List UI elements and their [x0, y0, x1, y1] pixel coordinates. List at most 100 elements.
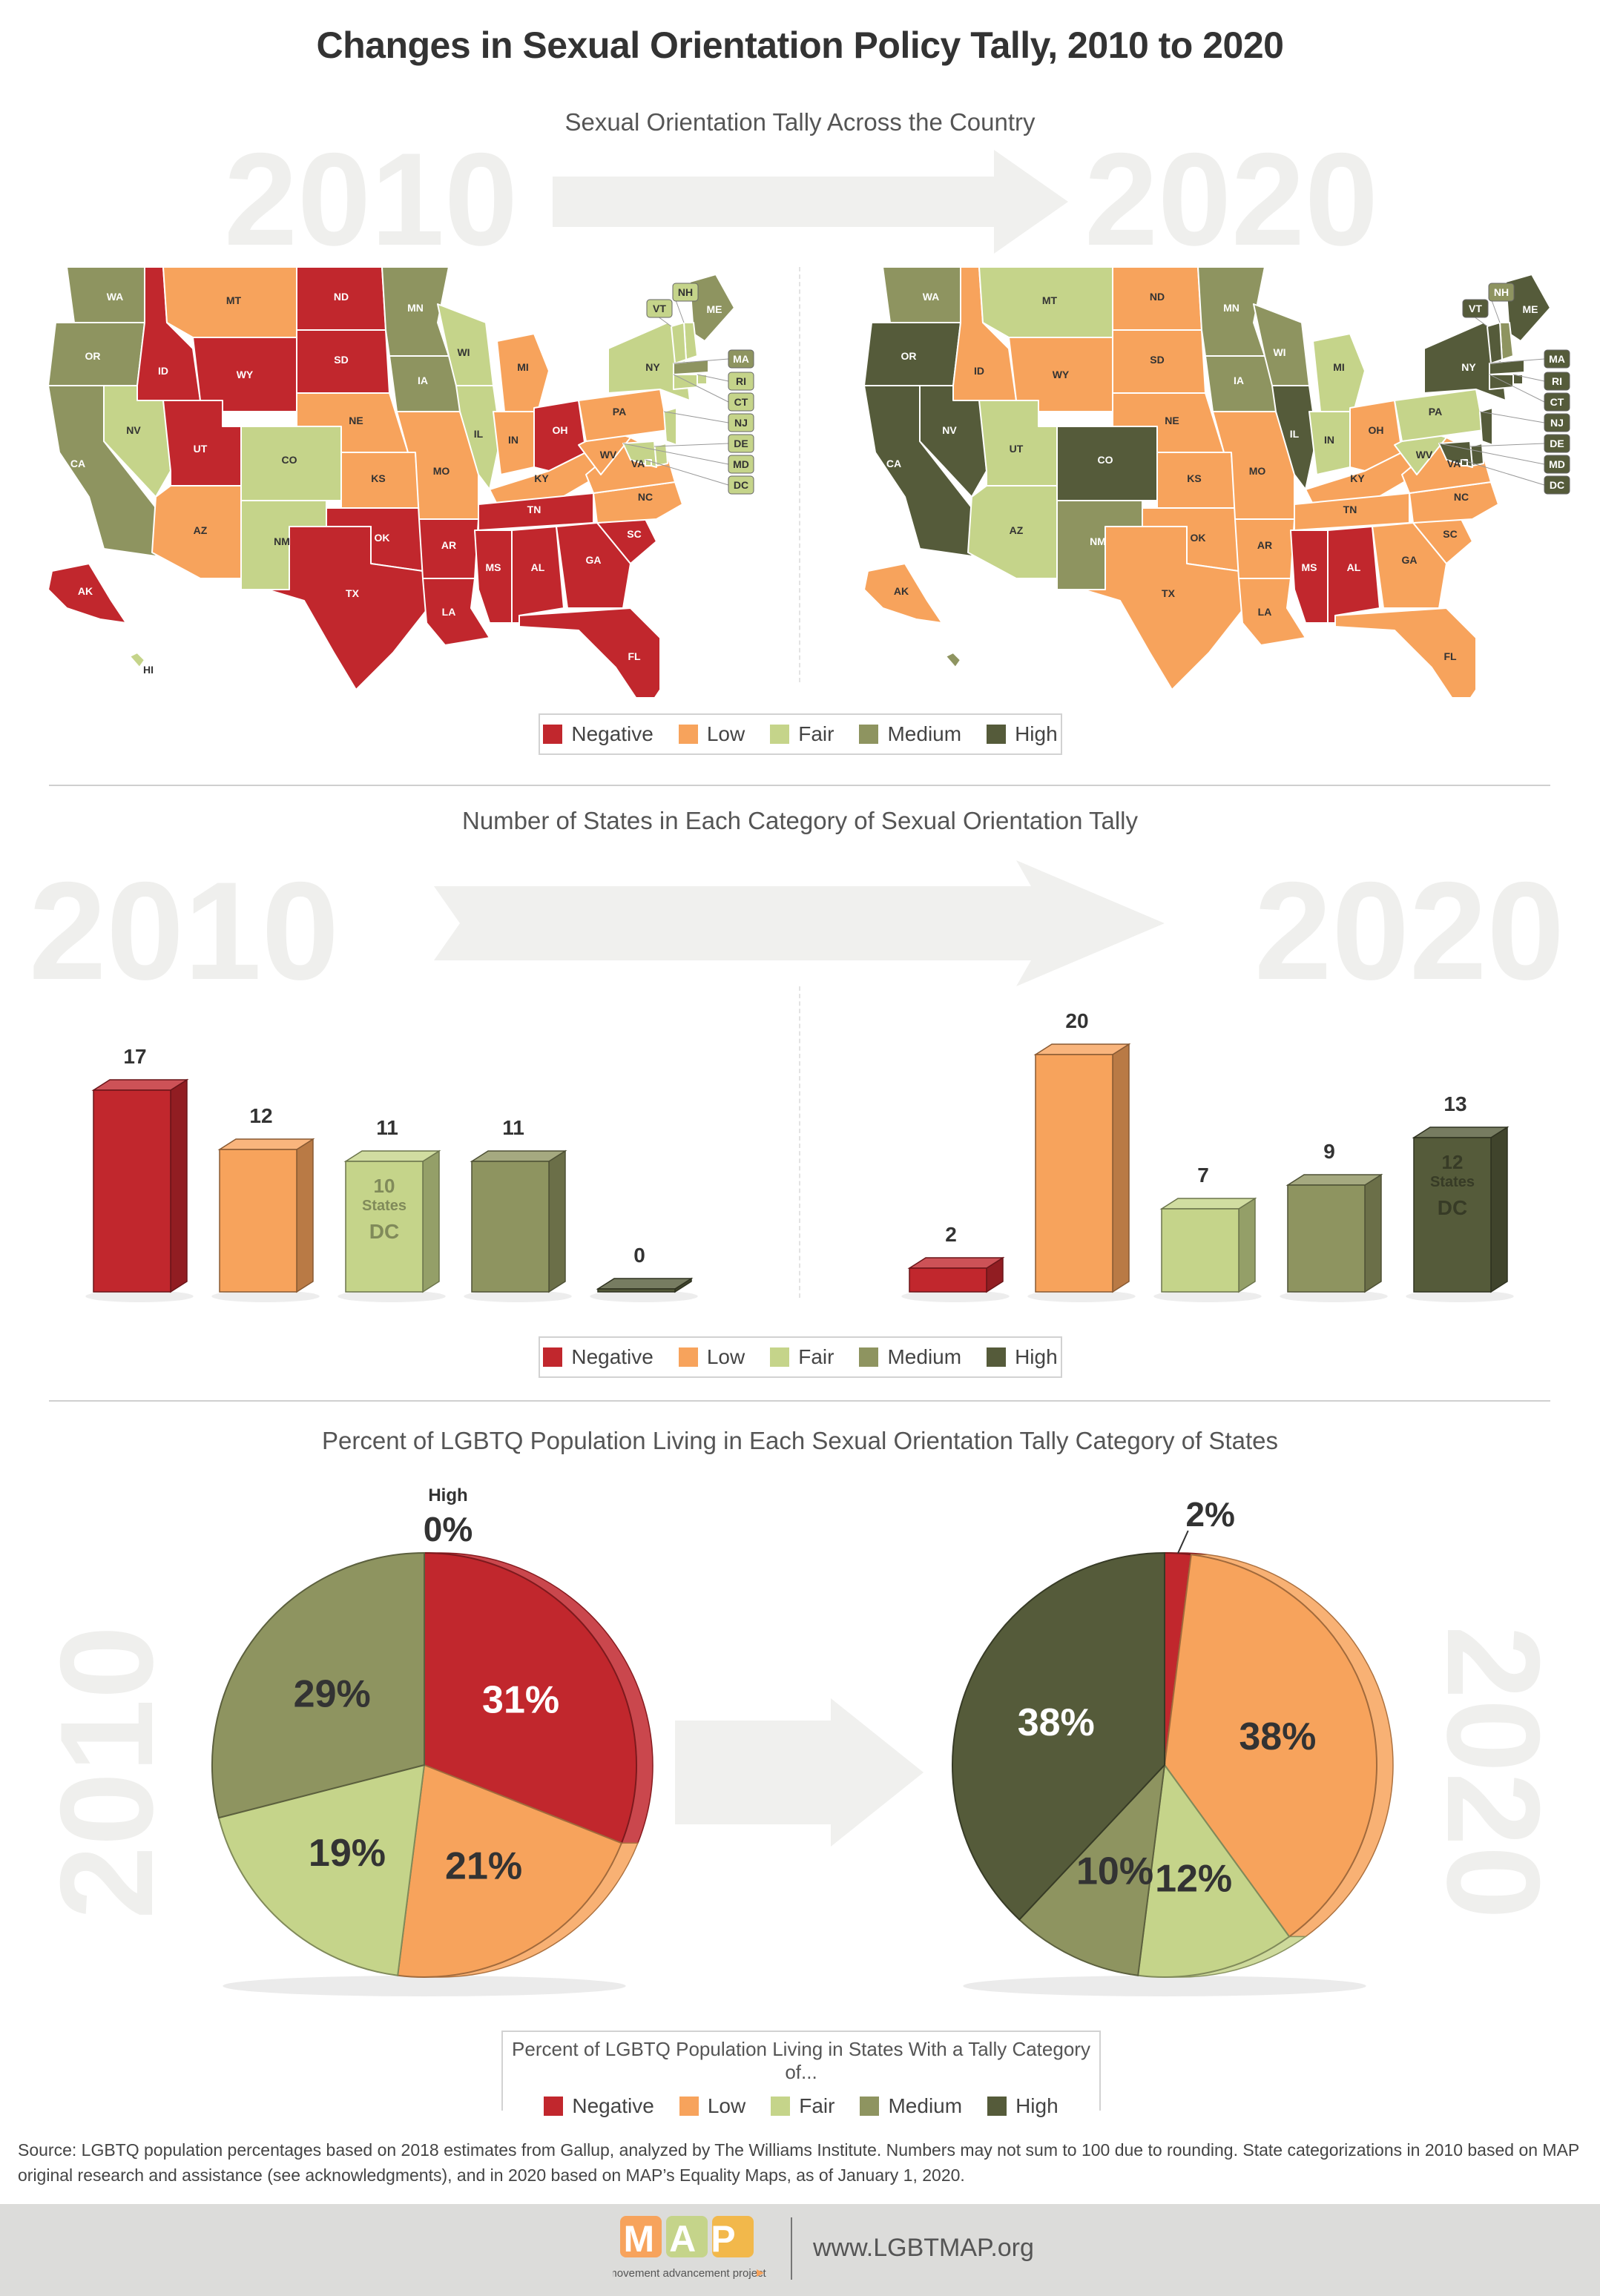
bar-value-label: 11 — [376, 1116, 398, 1139]
legend-item-high: High — [987, 722, 1058, 746]
bar-shadow — [85, 1290, 194, 1302]
pie-label-low: 21% — [445, 1844, 522, 1887]
state-label-mi: MI — [517, 361, 529, 373]
state-label-la: LA — [442, 606, 456, 618]
callout-line-ri — [697, 374, 729, 382]
maps-legend: Negative Low Fair Medium High — [539, 713, 1062, 755]
state-box-label-md: MD — [733, 458, 749, 470]
state-box-ct — [1544, 392, 1570, 412]
bar-value-label: 13 — [1443, 1092, 1466, 1115]
state-box-vt — [646, 299, 673, 318]
state-label-al: AL — [1347, 561, 1361, 573]
state-box-ma — [728, 349, 754, 369]
bar-shadow — [338, 1290, 446, 1302]
state-box-label-nj: NJ — [734, 417, 748, 429]
legend-item-medium: Medium — [859, 722, 961, 746]
state-box-label-vt: VT — [653, 303, 666, 314]
bar-value-label: 11 — [502, 1116, 524, 1139]
pie-slice-fair — [217, 1764, 426, 1976]
state-label-ny: NY — [645, 361, 660, 373]
state-label-nv: NV — [942, 424, 957, 436]
callout-line-dc — [645, 459, 729, 486]
state-al — [511, 526, 564, 624]
pies-legend-title: Percent of LGBTQ Population Living in St… — [512, 2038, 1090, 2083]
state-box-label-nh: NH — [1494, 286, 1509, 298]
legend-swatch — [987, 2097, 1007, 2116]
state-box-de — [728, 434, 754, 453]
state-label-ut: UT — [194, 443, 208, 455]
bar-top-low — [1033, 1043, 1131, 1055]
state-wy — [192, 337, 297, 412]
state-ny — [1423, 322, 1507, 401]
state-label-az: AZ — [1010, 524, 1024, 536]
pie-callout-line — [1177, 1530, 1189, 1554]
page-title: Changes in Sexual Orientation Policy Tal… — [316, 24, 1284, 66]
maps-year-banner: 2010 2020 — [224, 133, 1378, 267]
pies-background: 2010 2020 — [33, 1626, 1567, 1919]
pies-legend: Negative Low Fair Medium High — [503, 2090, 1099, 2122]
callout-line-nj — [663, 411, 729, 423]
pie-shadow — [223, 1976, 626, 1996]
state-label-wy: WY — [237, 369, 254, 380]
state-hi — [129, 652, 145, 668]
bar-shadow — [1406, 1290, 1514, 1302]
state-ms — [1290, 530, 1329, 624]
state-label-nd: ND — [334, 291, 349, 303]
state-fl — [1334, 607, 1477, 697]
state-label-nm: NM — [274, 535, 290, 547]
state-label-ny: NY — [1461, 361, 1476, 373]
callout-line-md — [622, 443, 729, 465]
legend-item-low: Low — [678, 1345, 745, 1369]
state-box-label-de: DE — [1550, 438, 1564, 449]
bar-value-label: 9 — [1323, 1140, 1335, 1163]
legend-item-high: High — [987, 2094, 1059, 2118]
state-label-tn: TN — [1343, 504, 1357, 515]
state-box-nj — [1544, 413, 1570, 432]
pie-slice-low — [397, 1764, 623, 1978]
state-label-oh: OH — [553, 424, 568, 436]
state-label-sd: SD — [334, 354, 348, 366]
bar-medium — [471, 1161, 550, 1293]
state-box-label-ma: MA — [1549, 353, 1565, 365]
state-label-ak: AK — [894, 585, 909, 597]
state-label-ia: IA — [1234, 375, 1244, 386]
legend-swatch — [859, 1347, 879, 1367]
state-label-ca: CA — [70, 458, 85, 469]
state-box-ri — [728, 372, 754, 391]
state-label-in: IN — [508, 434, 518, 446]
state-label-fl: FL — [628, 650, 641, 662]
state-box-dc — [728, 475, 754, 495]
bar-shadow — [464, 1290, 572, 1302]
pie-label-negative: 31% — [482, 1679, 559, 1722]
maps-divider — [799, 267, 800, 682]
legend-swatch — [771, 2097, 791, 2116]
state-label-wv: WV — [1416, 449, 1433, 461]
state-label-ne: NE — [349, 415, 363, 426]
map-2010: WA OR CA NV ID MT WY UT AZ CO NM ND SD NE KS OK TX MN IA MO… — [47, 266, 754, 697]
bar-shadow — [901, 1290, 1010, 1302]
footer-bar — [0, 2204, 1600, 2296]
state-label-nc: NC — [1454, 491, 1469, 503]
state-label-la: LA — [1258, 606, 1272, 618]
legend-label: Negative — [571, 1345, 654, 1368]
pie-slice-medium — [211, 1551, 425, 1819]
state-label-ga: GA — [586, 554, 602, 566]
bar-value-label: 0 — [633, 1244, 645, 1267]
footer-url[interactable]: www.LGBTMAP.org — [813, 2234, 1034, 2262]
section-divider-2 — [49, 1400, 1550, 1402]
legend-label: Fair — [798, 1345, 834, 1368]
legend-swatch — [544, 2097, 564, 2116]
bar-fair — [345, 1161, 424, 1293]
pie-label-low: 38% — [1239, 1715, 1316, 1758]
maps-start-year: 2010 — [224, 133, 518, 267]
state-label-hi: HI — [143, 664, 154, 676]
state-ak — [863, 563, 943, 624]
state-box-de — [1544, 434, 1570, 453]
legend-swatch — [987, 725, 1007, 744]
bar-negative — [909, 1267, 987, 1293]
footer-divider — [791, 2217, 792, 2280]
bar-side-medium — [548, 1149, 566, 1293]
state-label-az: AZ — [194, 524, 208, 536]
state-label-in: IN — [1324, 434, 1334, 446]
